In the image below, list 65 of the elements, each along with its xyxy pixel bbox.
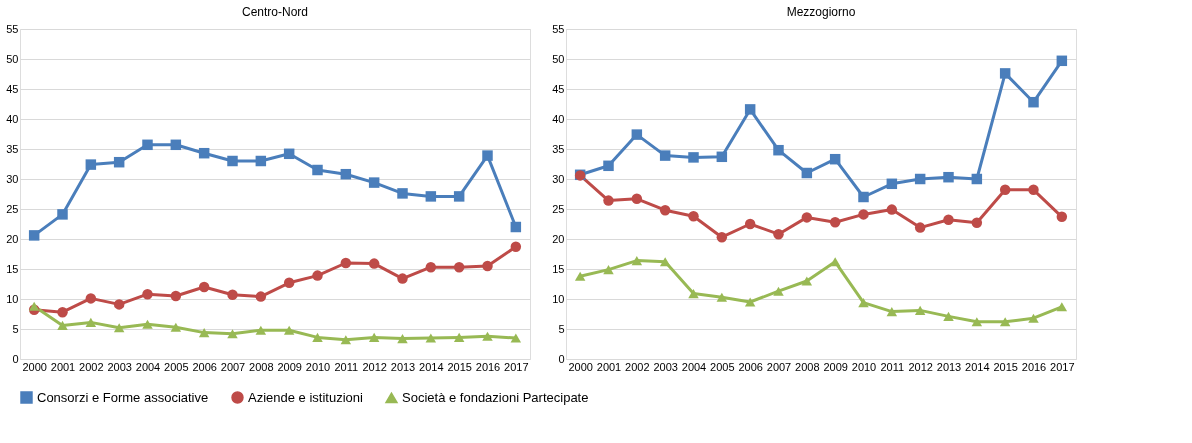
x-tick-label: 2007 — [766, 360, 792, 373]
x-tick-label: 2017 — [1050, 360, 1075, 373]
legend-label: Aziende e istituzioni — [248, 389, 364, 405]
y-tick-label: 5 — [12, 322, 19, 335]
x-tick-label: 2014 — [419, 360, 444, 373]
x-tick-label: 2015 — [447, 360, 472, 373]
x-tick-label: 2006 — [738, 360, 763, 373]
y-tick-label: 20 — [6, 232, 19, 245]
x-tick-label: 2011 — [880, 360, 905, 373]
legend-label: Consorzi e Forme associative — [37, 389, 209, 405]
x-tick-label: 2001 — [596, 360, 622, 373]
y-tick-label: 45 — [552, 82, 565, 95]
x-tick-label: 2000 — [22, 360, 47, 373]
x-tick-label: 2000 — [568, 360, 593, 373]
y-tick-label: 35 — [6, 142, 19, 155]
y-tick-label: 0 — [558, 352, 565, 365]
y-tick-label: 50 — [6, 52, 19, 65]
x-tick-label: 2003 — [653, 360, 678, 373]
x-tick-label: 2007 — [220, 360, 246, 373]
x-tick-label: 2008 — [795, 360, 820, 373]
x-tick-label: 2016 — [1021, 360, 1047, 373]
y-tick-label: 30 — [552, 172, 565, 185]
y-tick-label: 20 — [552, 232, 565, 245]
x-tick-label: 2010 — [851, 360, 877, 373]
x-tick-label: 2017 — [504, 360, 529, 373]
x-tick-label: 2005 — [164, 360, 189, 373]
x-tick-label: 2014 — [965, 360, 990, 373]
x-tick-label: 2015 — [993, 360, 1018, 373]
y-tick-label: 5 — [558, 322, 565, 335]
y-tick-label: 40 — [552, 112, 565, 125]
y-tick-label: 50 — [552, 52, 565, 65]
chart-title: Centro-Nord — [241, 5, 309, 19]
x-tick-label: 2009 — [277, 360, 302, 373]
y-tick-label: 45 — [6, 82, 19, 95]
chart-title: Mezzogiorno — [786, 5, 856, 19]
y-tick-label: 35 — [552, 142, 565, 155]
y-tick-label: 15 — [552, 262, 565, 275]
legend-label: Società e fondazioni Partecipate — [402, 389, 589, 405]
y-tick-label: 10 — [552, 292, 565, 305]
x-tick-label: 2003 — [107, 360, 132, 373]
y-tick-label: 40 — [6, 112, 19, 125]
x-tick-label: 2006 — [192, 360, 217, 373]
y-tick-label: 30 — [6, 172, 19, 185]
y-tick-label: 25 — [552, 202, 565, 215]
x-tick-label: 2010 — [305, 360, 331, 373]
x-tick-label: 2005 — [710, 360, 735, 373]
x-tick-label: 2004 — [681, 360, 707, 373]
y-tick-label: 15 — [6, 262, 19, 275]
y-tick-label: 25 — [6, 202, 19, 215]
x-tick-label: 2002 — [79, 360, 104, 373]
y-tick-label: 10 — [6, 292, 19, 305]
x-tick-label: 2002 — [625, 360, 650, 373]
x-tick-label: 2001 — [50, 360, 76, 373]
x-tick-label: 2011 — [334, 360, 359, 373]
y-tick-label: 0 — [12, 352, 19, 365]
x-tick-label: 2016 — [475, 360, 501, 373]
x-tick-label: 2013 — [390, 360, 416, 373]
x-tick-label: 2012 — [908, 360, 933, 373]
x-tick-label: 2004 — [135, 360, 161, 373]
x-tick-label: 2008 — [249, 360, 274, 373]
x-tick-label: 2012 — [362, 360, 387, 373]
x-tick-label: 2009 — [823, 360, 848, 373]
x-tick-label: 2013 — [936, 360, 962, 373]
y-tick-label: 55 — [552, 22, 565, 35]
y-tick-label: 55 — [6, 22, 19, 35]
